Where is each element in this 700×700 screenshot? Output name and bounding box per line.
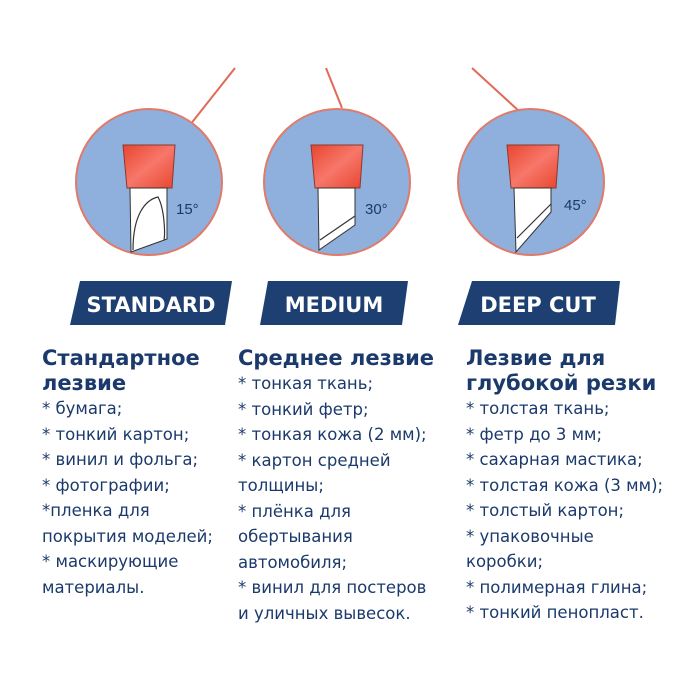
list-item: * маскирующие материалы.	[42, 552, 179, 597]
list-item: * тонкий фетр;	[238, 399, 369, 419]
list-item: * фотографии;	[42, 475, 170, 495]
medium-blade-column: Среднее лезвие * тонкая ткань; * тонкий …	[238, 346, 463, 626]
banner-label: MEDIUM	[285, 293, 383, 317]
deep-cut-blade-column: Лезвие для глубокой резки * толстая ткан…	[466, 346, 696, 626]
medium-banner: MEDIUM	[260, 281, 408, 325]
medium-blade-icon: 30°	[263, 67, 411, 256]
list-item: * фетр до 3 мм;	[466, 424, 603, 444]
deep-cut-blade-icon: 45°	[457, 67, 605, 256]
list-item: * толстая ткань;	[466, 399, 610, 418]
list-item: * тонкая ткань;	[238, 374, 373, 393]
list-item: * винил для постеров и уличных вывесок.	[238, 578, 427, 623]
list-item: * тонкий картон;	[42, 424, 190, 444]
list-item: * винил и фольга;	[42, 450, 199, 469]
deep-cut-banner: DEEP CUT	[458, 281, 620, 325]
standard-banner: STANDARD	[70, 281, 232, 325]
column-title: Среднее лезвие	[238, 346, 435, 370]
column-title: лезвие	[42, 371, 127, 395]
list-item: * упаковочные коробки;	[466, 526, 594, 572]
angle-label: 30°	[365, 201, 388, 218]
list-item: * плёнка для обертывания автомобиля;	[238, 501, 353, 572]
list-item: * картон средней толщины;	[238, 450, 391, 496]
list-item: *пленка для покрытия моделей;	[42, 501, 213, 546]
list-item: * сахарная мастика;	[466, 450, 643, 469]
list-item: * полимерная глина;	[466, 577, 648, 597]
angle-label: 45°	[564, 197, 587, 214]
list-item: * тонкая кожа (2 мм);	[238, 425, 427, 444]
list-item: * бумага;	[42, 399, 123, 418]
standard-blade-icon: 15°	[75, 67, 236, 256]
column-title: Стандартное	[42, 346, 200, 370]
column-title: глубокой резки	[466, 371, 657, 395]
column-title: Лезвие для	[466, 346, 606, 370]
standard-blade-column: Стандартное лезвие * бумага; * тонкий ка…	[42, 346, 237, 600]
banner-label: STANDARD	[87, 293, 216, 317]
list-item: * тонкий пенопласт.	[466, 603, 644, 622]
list-item: * толстая кожа (3 мм);	[466, 475, 664, 495]
banner-label: DEEP CUT	[480, 293, 596, 317]
list-item: * толстый картон;	[466, 501, 625, 520]
angle-label: 15°	[176, 201, 199, 218]
